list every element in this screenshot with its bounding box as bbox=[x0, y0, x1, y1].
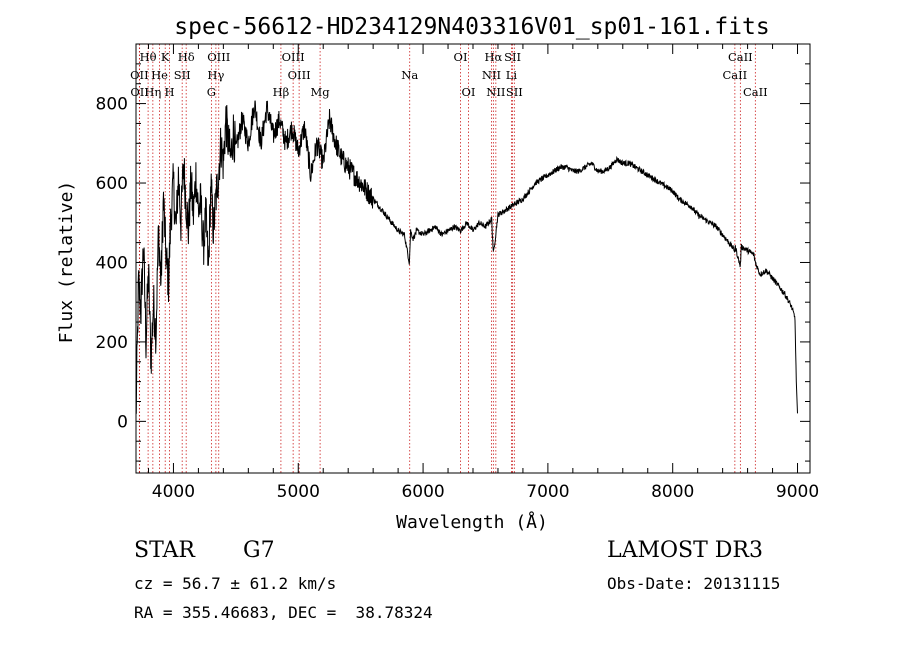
y-tick-label: 0 bbox=[117, 412, 128, 432]
spectral-line-label: Hη bbox=[144, 85, 161, 99]
spectrum-line bbox=[135, 100, 798, 415]
spectral-line-label: Hδ bbox=[178, 50, 195, 64]
x-tick-label: 9000 bbox=[776, 482, 819, 502]
plot-frame bbox=[135, 43, 811, 474]
spectral-line-label: OIII bbox=[282, 50, 305, 64]
survey-name: LAMOST DR3 bbox=[607, 538, 763, 563]
y-tick-label: 200 bbox=[96, 333, 128, 353]
x-axis-ticks: 4000 5000 6000 7000 8000 9000 bbox=[147, 44, 819, 502]
spectral-line-labels: Hθ OII OII K He Hη SII H Hδ OIII Hγ G OIII OIII Hβ Mg Na… bbox=[130, 50, 768, 99]
x-tick-label: 8000 bbox=[651, 482, 694, 502]
x-tick-label: 4000 bbox=[152, 482, 195, 502]
y-axis-label: Flux (relative) bbox=[56, 181, 77, 344]
spectral-line-markers bbox=[138, 44, 756, 473]
x-tick-label: 6000 bbox=[401, 482, 444, 502]
spectral-line-label: OI bbox=[462, 85, 476, 99]
x-axis-label: Wavelength (Å) bbox=[396, 511, 548, 533]
spectral-line-label: OIII bbox=[207, 50, 230, 64]
spectral-line-label: He bbox=[151, 68, 168, 82]
chart-title: spec-56612-HD234129N403316V01_sp01-161.f… bbox=[174, 14, 769, 40]
spectral-line-label: H bbox=[165, 85, 175, 99]
spectral-line-label: OII bbox=[130, 85, 149, 99]
spectral-line-label: Hγ bbox=[207, 68, 224, 82]
spectral-line-label: OI bbox=[454, 50, 468, 64]
spectral-line-label: NII bbox=[482, 68, 501, 82]
spectral-line-label: K bbox=[161, 50, 170, 64]
y-tick-label: 800 bbox=[96, 95, 128, 115]
spectral-line-label: SII bbox=[504, 50, 521, 64]
spectral-line-label: G bbox=[207, 85, 216, 99]
spectral-line-label: NII bbox=[486, 85, 505, 99]
redshift-cz: cz = 56.7 ± 61.2 km/s bbox=[134, 574, 337, 593]
spectral-line-label: OII bbox=[130, 68, 149, 82]
spectral-line-label: CaII bbox=[728, 50, 753, 64]
spectral-line-label: CaII bbox=[722, 68, 747, 82]
spectral-line-label: SII bbox=[506, 85, 523, 99]
spectral-line-label: CaII bbox=[743, 85, 768, 99]
spectral-line-label: Hα bbox=[484, 50, 502, 64]
y-tick-label: 400 bbox=[96, 253, 128, 273]
y-axis-ticks: 0 200 400 600 800 bbox=[96, 63, 810, 462]
x-tick-label: 7000 bbox=[526, 482, 569, 502]
spectral-line-label: Mg bbox=[311, 85, 331, 99]
spectral-line-label: Li bbox=[506, 68, 518, 82]
spectral-line-label: Na bbox=[401, 68, 418, 82]
object-subclass: G7 bbox=[243, 538, 275, 563]
coordinates: RA = 355.46683, DEC = 38.78324 bbox=[134, 603, 433, 622]
spectral-line-label: Hβ bbox=[273, 85, 290, 99]
observation-date: Obs-Date: 20131115 bbox=[607, 574, 781, 593]
spectral-line-label: SII bbox=[174, 68, 191, 82]
spectral-line-label: Hθ bbox=[140, 50, 157, 64]
y-tick-label: 600 bbox=[96, 174, 128, 194]
x-tick-label: 5000 bbox=[277, 482, 320, 502]
spectral-line-label: OIII bbox=[288, 68, 311, 82]
object-class: STAR bbox=[134, 538, 195, 563]
